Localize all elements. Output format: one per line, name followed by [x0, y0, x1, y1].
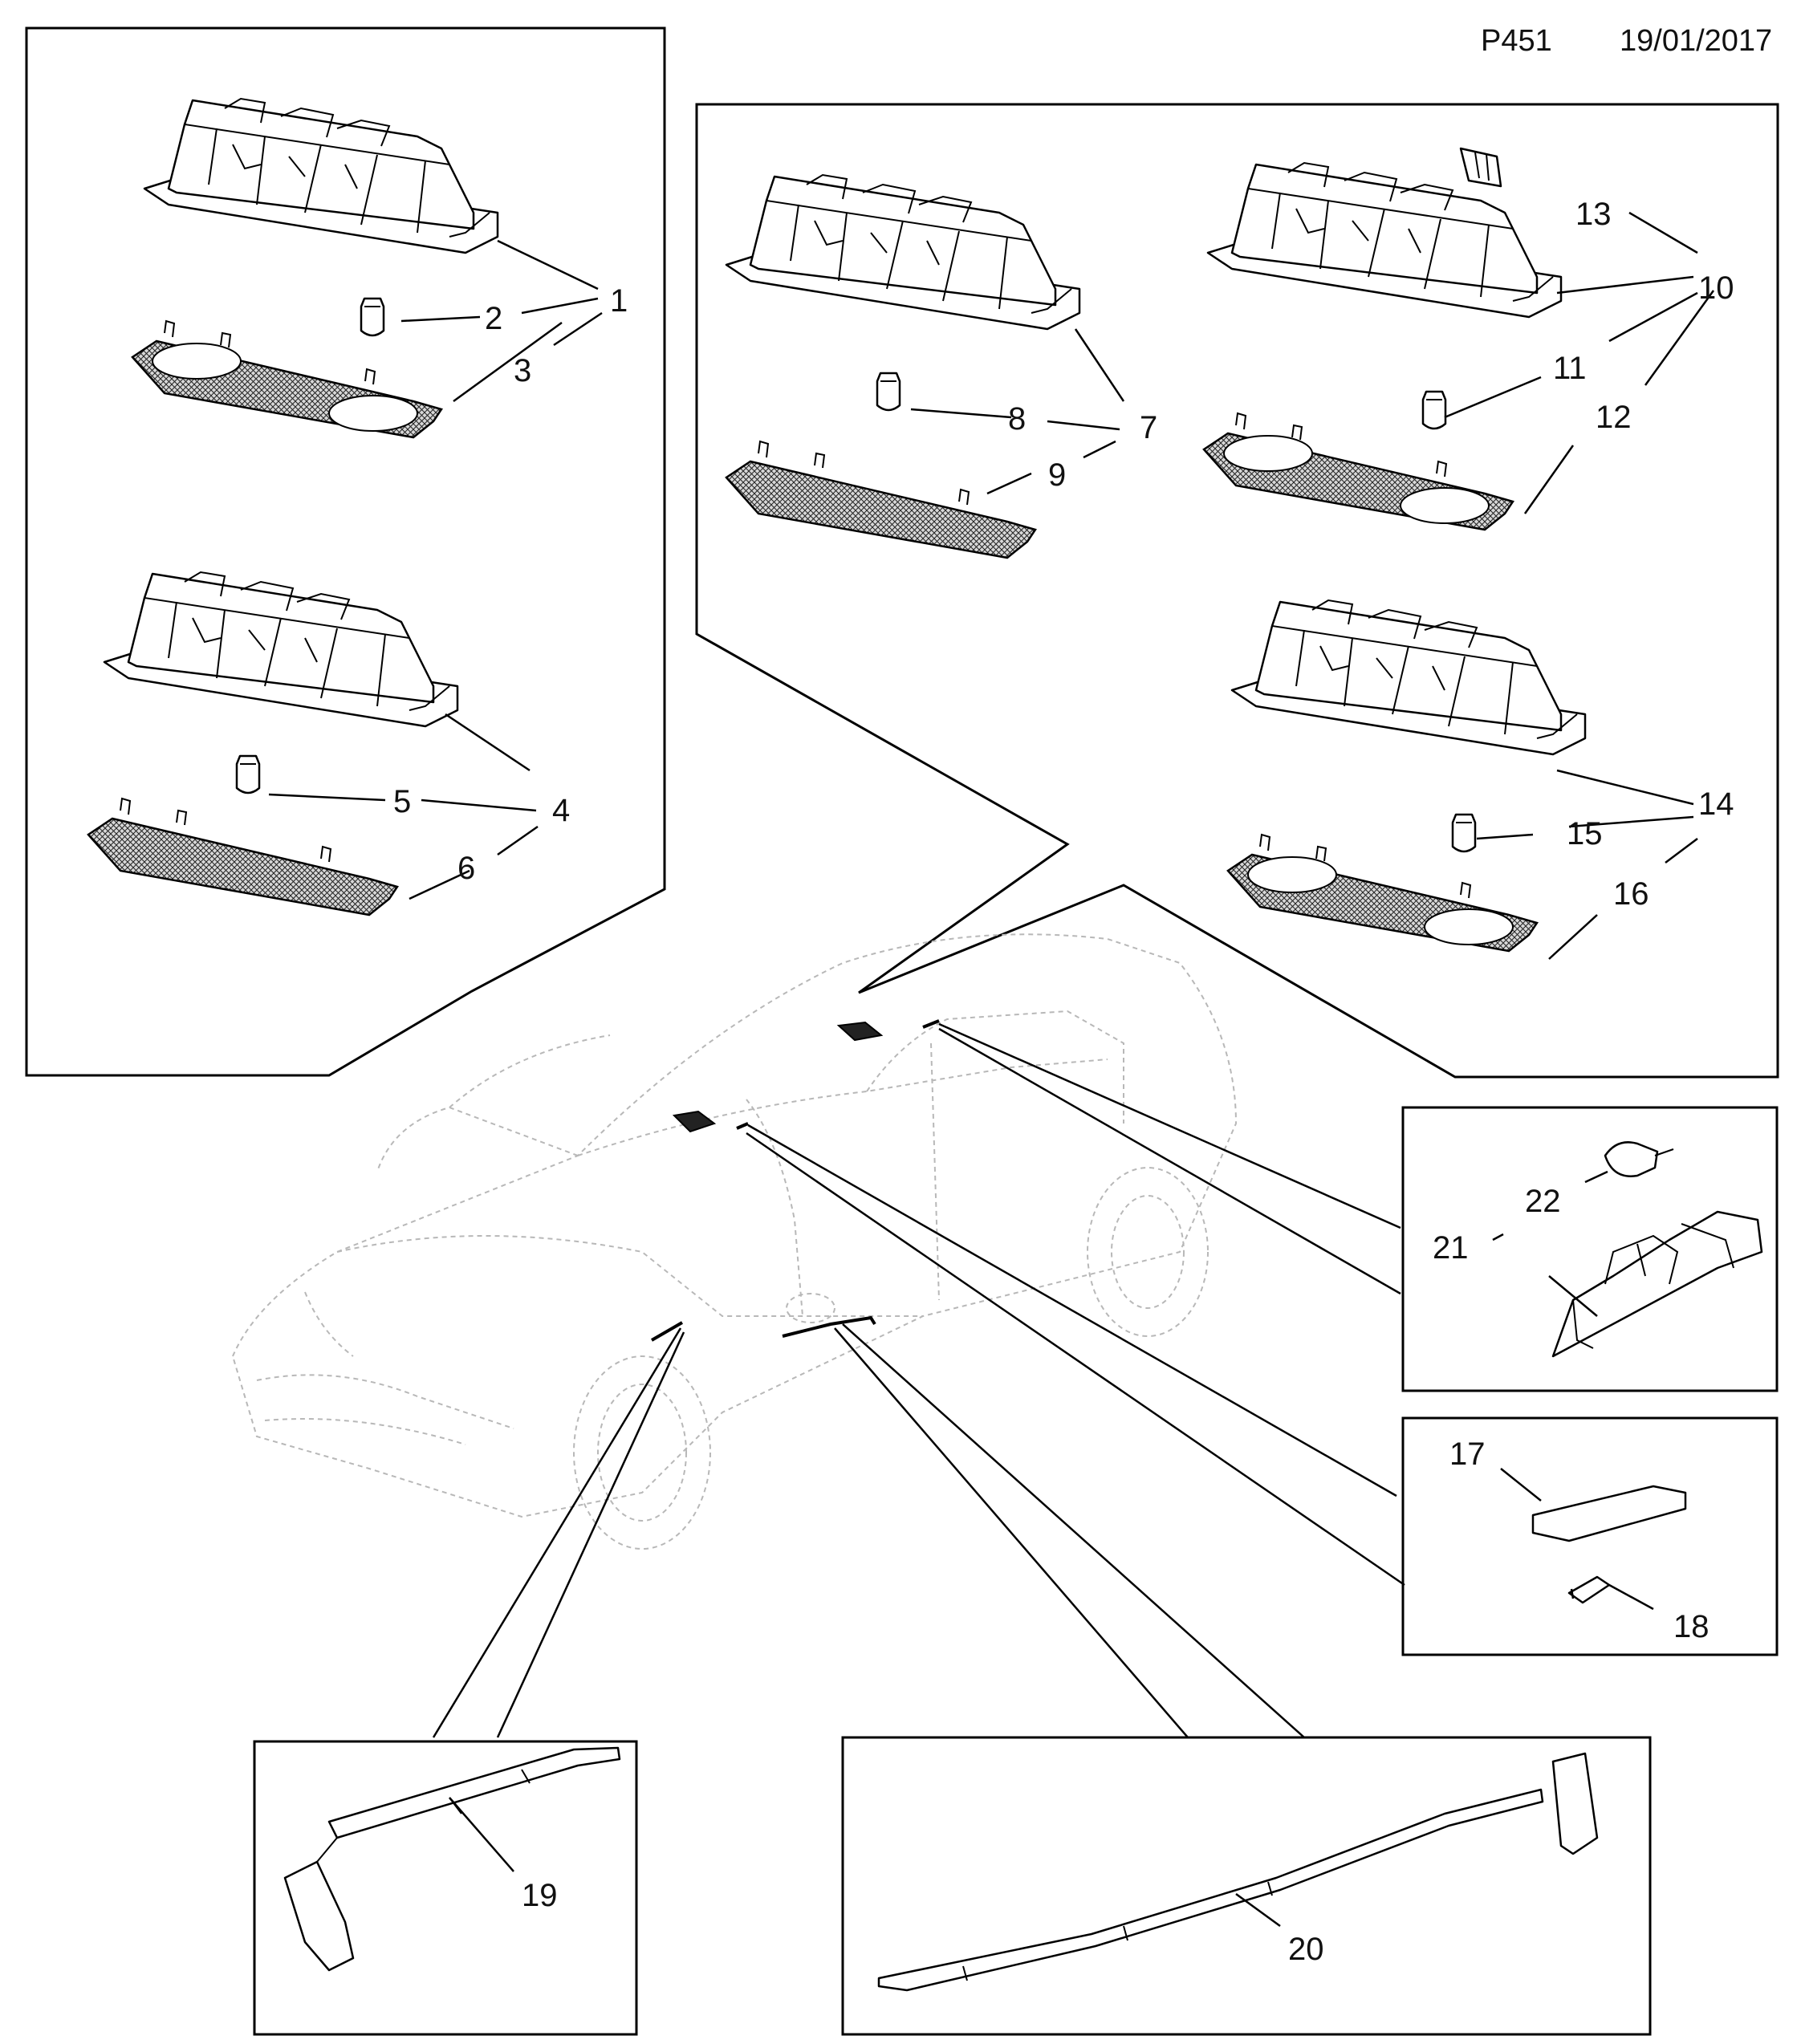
- bulb-22: [1604, 1141, 1674, 1177]
- callout-8: 8: [1008, 401, 1026, 437]
- housing-4: [103, 571, 459, 728]
- cover-17: [1531, 1485, 1687, 1542]
- callout-17: 17: [1449, 1436, 1486, 1472]
- callout-7: 7: [1140, 410, 1157, 445]
- callout-16: 16: [1613, 876, 1649, 912]
- callout-18: 18: [1673, 1609, 1710, 1644]
- housing-1: [143, 97, 499, 254]
- lens-6: [87, 797, 399, 916]
- lens-3: [131, 319, 443, 439]
- page-date: 19/01/2017: [1620, 24, 1773, 58]
- callout-5: 5: [393, 784, 411, 819]
- callout-10: 10: [1698, 270, 1734, 306]
- housing-14: [1230, 599, 1587, 756]
- bulb-15: [1451, 813, 1477, 853]
- vehicle-lamp-front: [672, 1110, 717, 1133]
- group-box-21-22: [1401, 1106, 1779, 1392]
- callout-15: 15: [1567, 816, 1603, 851]
- callout-4: 4: [552, 793, 570, 828]
- callout-20: 20: [1288, 1932, 1324, 1967]
- lens-9: [725, 440, 1037, 559]
- clip-13: [1459, 147, 1502, 188]
- housing-7: [725, 173, 1081, 331]
- group-box-20: [841, 1736, 1652, 2036]
- callout-1: 1: [610, 283, 628, 319]
- group-box-1-6: [25, 26, 666, 1077]
- harness-19: [283, 1746, 621, 1972]
- bulb-5: [235, 754, 261, 794]
- bulb-8: [876, 372, 901, 412]
- group-box-7-16: [695, 103, 1779, 1079]
- callout-9: 9: [1048, 457, 1066, 493]
- callout-22: 22: [1525, 1184, 1561, 1219]
- callout-2: 2: [485, 301, 502, 336]
- group-box-19: [253, 1740, 638, 2036]
- callout-14: 14: [1698, 786, 1734, 822]
- callout-19: 19: [522, 1878, 558, 1913]
- fuse-18: [1567, 1575, 1611, 1604]
- bulb-11: [1421, 390, 1447, 430]
- page-code: P451: [1481, 24, 1552, 58]
- reading-lamp-21: [1551, 1210, 1763, 1358]
- vehicle-outline: [231, 933, 1238, 1550]
- callout-13: 13: [1575, 197, 1612, 232]
- group-box-17-18: [1401, 1416, 1779, 1656]
- callout-12: 12: [1596, 400, 1632, 435]
- vehicle-lamp-rear: [836, 1021, 884, 1042]
- harness-20: [877, 1752, 1599, 1992]
- callout-6: 6: [457, 851, 475, 886]
- callout-21: 21: [1433, 1230, 1469, 1266]
- housing-10: [1206, 161, 1563, 319]
- lens-12: [1202, 412, 1514, 531]
- lens-16: [1226, 833, 1539, 953]
- bulb-2: [360, 297, 385, 337]
- callout-3: 3: [514, 353, 531, 388]
- callout-11: 11: [1553, 351, 1587, 386]
